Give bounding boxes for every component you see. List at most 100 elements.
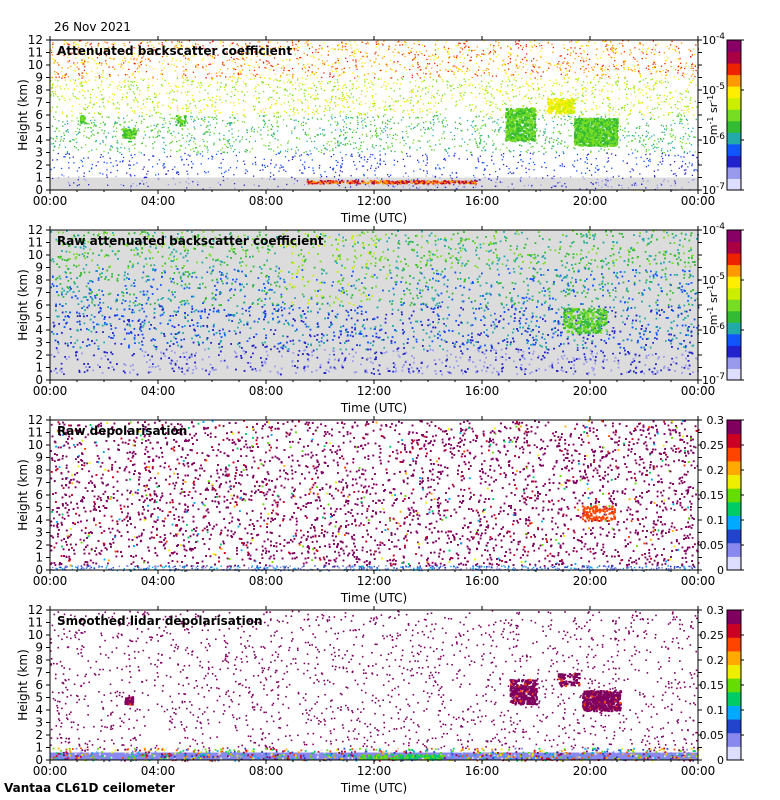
x-tick-label: 00:00 [33,194,68,208]
colorbar-segment [727,109,741,121]
colorbar-segment [727,75,741,87]
y-tick-label: 8 [35,83,43,97]
colorbar-tick-label: 0 [717,754,724,767]
x-tick-label: 12:00 [357,384,392,398]
x-axis-label: Time (UTC) [340,781,407,795]
y-tick-label: 4 [35,703,43,717]
colorbar-segment [727,678,741,692]
x-tick-label: 08:00 [249,384,284,398]
y-tick-label: 2 [35,348,43,362]
y-tick-label: 10 [28,628,43,642]
plot-area [50,420,698,570]
colorbar-segment [727,155,741,167]
y-tick-label: 11 [28,46,43,60]
colorbar-segment [727,121,741,133]
x-tick-label: 16:00 [465,194,500,208]
y-tick-label: 5 [35,501,43,515]
colorbar-tick-label: 0.05 [700,539,725,552]
y-tick-label: 5 [35,691,43,705]
colorbar-segment [727,86,741,98]
y-tick-label: 6 [35,488,43,502]
colorbar-segment [727,311,741,323]
colorbar-tick-label: 0.05 [700,729,725,742]
colorbar-segment [727,98,741,110]
colorbar: 10-710-610-510-4m-1 sr-1 [702,32,744,197]
y-tick-label: 4 [35,323,43,337]
colorbar-segment [727,178,741,190]
x-axis-label: Time (UTC) [340,401,407,415]
colorbar-segment [727,610,741,624]
x-tick-label: 12:00 [357,574,392,588]
y-tick-label: 3 [35,526,43,540]
y-tick-label: 9 [35,261,43,275]
y-tick-label: 10 [28,248,43,262]
colorbar-segment [727,357,741,369]
colorbar-segment [727,288,741,300]
colorbar-tick-label: 10-4 [702,222,725,237]
colorbar: 10-710-610-510-4m-1 sr-1 [702,222,744,387]
y-tick-label: 8 [35,273,43,287]
y-tick-label: 10 [28,438,43,452]
y-tick-label: 6 [35,678,43,692]
colorbar-tick-label: 0.2 [707,654,725,667]
colorbar-segment [727,746,741,760]
x-tick-label: 04:00 [141,574,176,588]
colorbar-segment [727,144,741,156]
panel-title: Attenuated backscatter coefficient [57,44,292,58]
colorbar-segment [727,556,741,570]
colorbar-segment [727,733,741,747]
y-tick-label: 6 [35,108,43,122]
colorbar-segment [727,299,741,311]
x-tick-label: 08:00 [249,574,284,588]
x-tick-label: 04:00 [141,194,176,208]
colorbar-segment [727,63,741,75]
y-tick-label: 6 [35,298,43,312]
y-tick-label: 7 [35,666,43,680]
colorbar-unit-label: m-1 sr-1 [706,95,720,135]
plot-area [50,610,698,760]
y-tick-label: 12 [28,33,43,47]
ceilometer-figure: Attenuated backscatter coefficient012345… [0,0,780,800]
panel-title: Raw attenuated backscatter coefficient [57,234,324,248]
y-axis-label: Height (km) [16,649,30,720]
colorbar-segment [727,132,741,144]
y-tick-label: 5 [35,121,43,135]
y-tick-label: 5 [35,311,43,325]
colorbar-segment [727,461,741,475]
chart-panel-3: Raw depolarisation0123456789101112Height… [16,413,744,605]
y-tick-label: 8 [35,653,43,667]
x-tick-label: 00:00 [33,764,68,778]
y-tick-label: 12 [28,223,43,237]
colorbar-segment [727,434,741,448]
colorbar-tick-label: 10-7 [702,182,725,197]
colorbar-segment [727,368,741,380]
instrument-label: Vantaa CL61D ceilometer [4,781,175,795]
y-tick-label: 1 [35,551,43,565]
colorbar-segment [727,253,741,265]
y-tick-label: 1 [35,741,43,755]
colorbar-segment [727,488,741,502]
x-tick-label: 20:00 [573,194,608,208]
colorbar-segment [727,624,741,638]
x-tick-label: 12:00 [357,764,392,778]
chart-panel-2: Raw attenuated backscatter coefficient01… [16,222,744,415]
y-tick-label: 3 [35,716,43,730]
colorbar-segment [727,276,741,288]
colorbar-segment [727,265,741,277]
colorbar-tick-label: 0 [717,564,724,577]
y-tick-label: 7 [35,476,43,490]
y-tick-label: 4 [35,133,43,147]
colorbar-tick-label: 10-5 [702,272,725,287]
y-tick-label: 9 [35,451,43,465]
y-tick-label: 2 [35,538,43,552]
y-tick-label: 4 [35,513,43,527]
plot-area [50,230,698,380]
y-tick-label: 11 [28,236,43,250]
colorbar-segment [727,345,741,357]
colorbar-tick-label: 0.3 [707,604,725,617]
colorbar-segment [727,334,741,346]
y-tick-label: 12 [28,413,43,427]
colorbar-tick-label: 10-7 [702,372,725,387]
colorbar-segment [727,705,741,719]
y-tick-label: 9 [35,641,43,655]
